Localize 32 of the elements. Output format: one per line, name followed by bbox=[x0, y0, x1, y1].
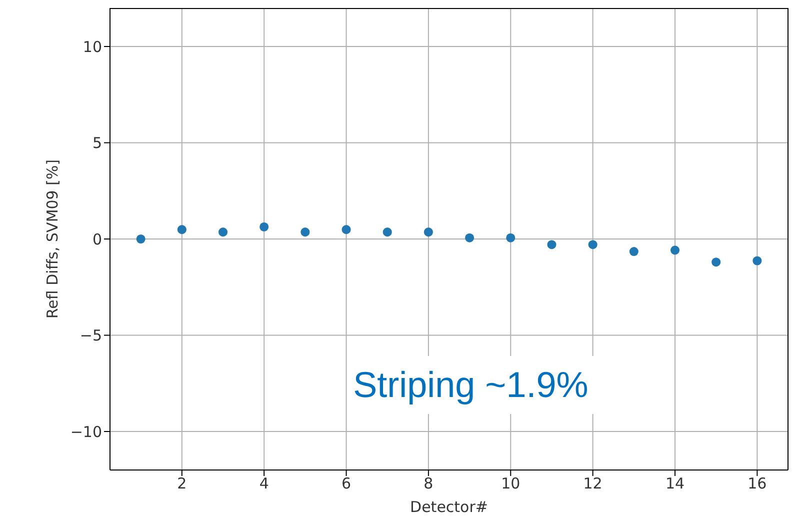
point bbox=[382, 228, 392, 237]
point bbox=[547, 240, 556, 250]
y-tick-label: 10 bbox=[82, 38, 102, 56]
x-tick-label: 6 bbox=[342, 474, 352, 493]
point bbox=[300, 228, 310, 237]
x-tick-label: 4 bbox=[259, 474, 269, 493]
point bbox=[342, 225, 351, 234]
x-tick-label: 2 bbox=[177, 474, 187, 493]
point bbox=[136, 234, 146, 244]
point bbox=[506, 233, 516, 242]
y-axis-title: Refl Diffs, SVM09 [%] bbox=[43, 159, 62, 319]
y-tick-label: 0 bbox=[92, 230, 102, 248]
point bbox=[629, 247, 638, 256]
y-tick-label: −10 bbox=[70, 422, 102, 441]
y-tick-label: 5 bbox=[92, 134, 102, 152]
x-tick-label: 12 bbox=[583, 474, 602, 493]
point bbox=[712, 258, 721, 267]
x-axis-title: Detector# bbox=[410, 498, 488, 516]
annotation: Striping ~1.9% bbox=[347, 356, 594, 414]
x-tick-label: 14 bbox=[665, 474, 685, 493]
point bbox=[670, 246, 680, 255]
x-tick-label: 10 bbox=[501, 474, 520, 493]
point bbox=[218, 228, 228, 237]
point bbox=[588, 240, 598, 250]
point bbox=[424, 228, 433, 237]
x-tick-label: 16 bbox=[748, 474, 767, 493]
x-tick-label: 8 bbox=[424, 474, 434, 493]
point bbox=[752, 256, 762, 266]
point bbox=[177, 225, 186, 234]
point bbox=[260, 222, 269, 232]
y-tick-label: −5 bbox=[80, 326, 102, 345]
point bbox=[465, 233, 474, 242]
